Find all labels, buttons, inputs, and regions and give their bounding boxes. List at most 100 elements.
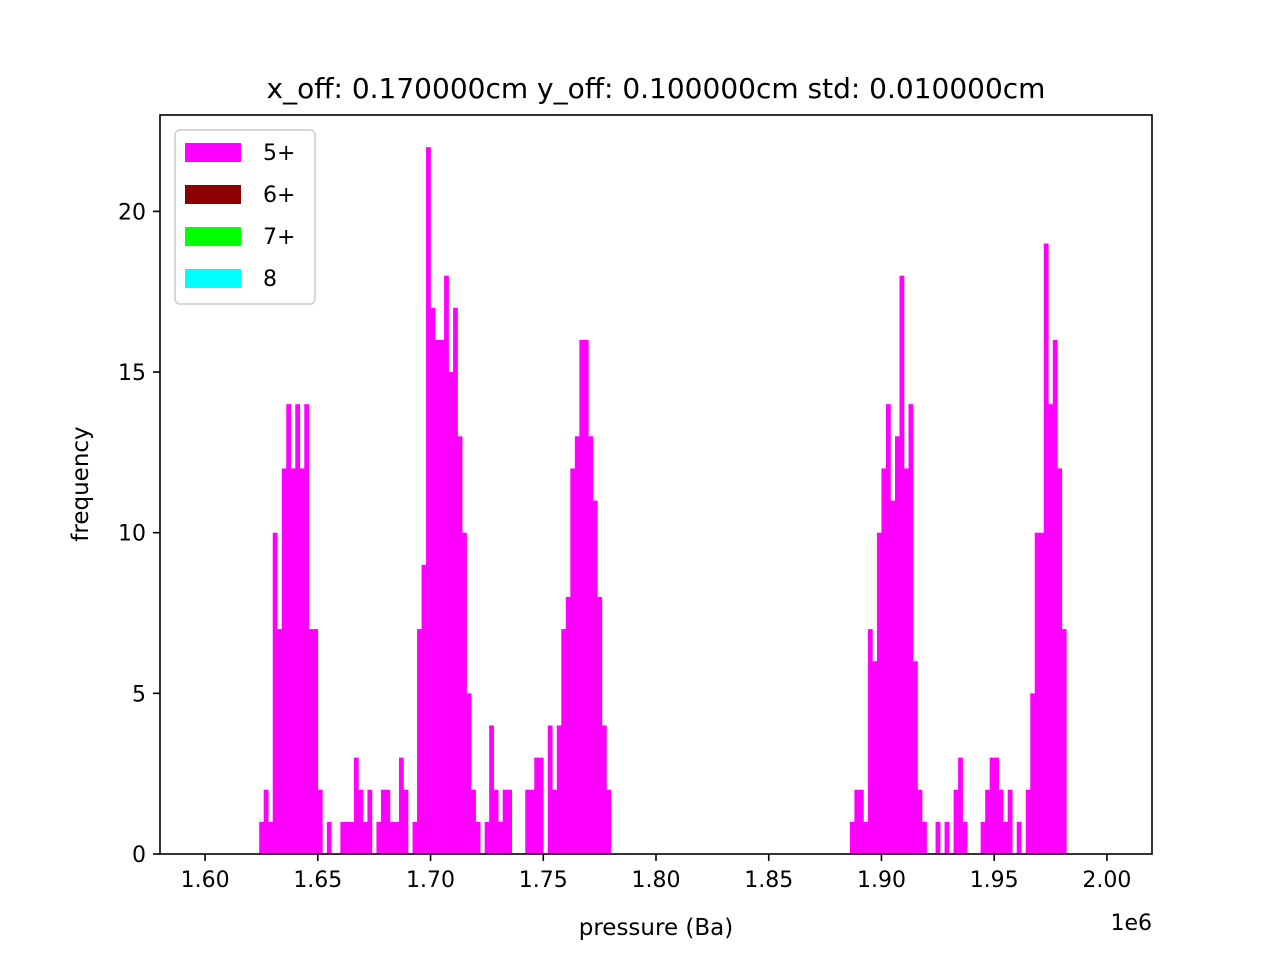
histogram-bar [349,821,355,854]
histogram-bar [989,757,995,854]
histogram-bar [412,821,418,854]
histogram-bar [430,307,436,854]
histogram-bar [403,789,409,854]
histogram-bar [317,789,323,854]
y-tick-label: 5 [132,682,146,707]
x-axis-ticks: 1.60 1.65 1.70 1.75 1.80 1.85 1.90 1.95 2.00 [181,854,1131,893]
histogram-bar [484,821,490,854]
histogram-bar [547,725,553,854]
histogram-bar [849,821,855,854]
x-tick-label: 1.95 [970,868,1019,893]
histogram-bar [922,821,927,854]
histogram-bar [1039,532,1045,854]
histogram-bar [313,629,319,854]
legend-swatch [185,227,241,246]
histogram-bar [398,757,404,854]
histogram-bar [268,821,274,854]
histogram-bar [565,596,571,854]
histogram-bar [453,307,458,854]
histogram-bar [958,757,963,854]
histogram-bar [899,275,905,854]
histogram-bar [426,147,431,854]
plot-area-frame [159,114,1153,855]
x-axis-offset-label: 1e6 [1110,911,1152,936]
histogram-bar [998,789,1004,854]
histogram-bar [281,468,287,854]
legend: 5+ 6+ 7+ 8 [174,129,316,305]
histogram-bar [1003,821,1009,854]
y-tick-label: 10 [118,522,146,547]
legend-swatch [185,269,241,288]
histogram-bar [913,661,918,854]
histogram-bar [362,821,368,854]
histogram-bar [489,725,494,854]
histogram-bar [1016,821,1022,854]
histogram-bar [890,500,896,854]
x-tick-label: 1.80 [632,868,681,893]
histogram-bar [1030,693,1036,854]
histogram-bar [592,500,598,854]
histogram-bar [286,404,292,854]
histogram-bar [1007,789,1013,854]
histogram-bar [917,789,923,854]
histogram-bar [1052,339,1058,854]
histogram-bar [606,789,612,854]
histogram-bar [272,532,278,854]
x-tick-label: 2.00 [1082,868,1131,893]
histogram-bar [894,436,900,854]
histogram-bar [858,789,864,854]
histogram-bar [358,789,364,854]
chart-title: x_off: 0.170000cm y_off: 0.100000cm std:… [267,72,1046,105]
histogram-bar [259,821,265,854]
histogram-bar [525,789,531,854]
histogram-bar [944,821,950,854]
histogram-bar [980,821,986,854]
legend-label: 5+ [263,141,295,166]
histogram-bar [421,564,427,854]
histogram-bar [994,757,999,854]
histogram-bar [570,468,576,854]
legend-label: 7+ [263,225,295,250]
histogram-bar [353,757,359,854]
histogram-bar [881,468,887,854]
histogram-bar [308,629,314,854]
histogram-bar [962,821,968,854]
histogram-bar [1057,468,1063,854]
legend-label: 6+ [263,183,295,208]
histogram-bar [1048,404,1054,854]
histogram-bar [367,789,373,854]
histogram-bar [502,789,508,854]
histogram-bar [538,757,544,854]
histogram-bar [908,404,914,854]
histogram-bar [385,789,391,854]
histogram-bar [435,339,440,854]
histogram-bar [439,339,445,854]
legend-swatch [185,143,241,162]
y-axis-label: frequency [68,426,94,541]
x-tick-label: 1.70 [406,868,455,893]
histogram-bar [326,821,332,854]
histogram-bar [295,404,301,854]
histogram-bar [583,339,589,854]
x-tick-label: 1.85 [744,868,793,893]
histogram-bar [462,532,467,854]
histogram-bar [340,821,346,854]
histogram-bar [263,789,269,854]
histogram-bar [885,404,891,854]
histogram-bar [417,629,422,854]
y-tick-label: 15 [118,361,146,386]
histogram-bar [277,629,283,854]
histogram-bar [389,821,395,854]
histogram-bar [493,789,499,854]
bars-group [259,147,1067,854]
histogram-bar [556,725,562,854]
histogram-bar [552,789,558,854]
histogram-bar [561,629,567,854]
histogram-bar [344,821,350,854]
histogram-bar [597,596,603,854]
histogram-bar [985,789,990,854]
histogram-bar [304,404,310,854]
histogram-bar [529,789,535,854]
histogram-bar [534,757,540,854]
